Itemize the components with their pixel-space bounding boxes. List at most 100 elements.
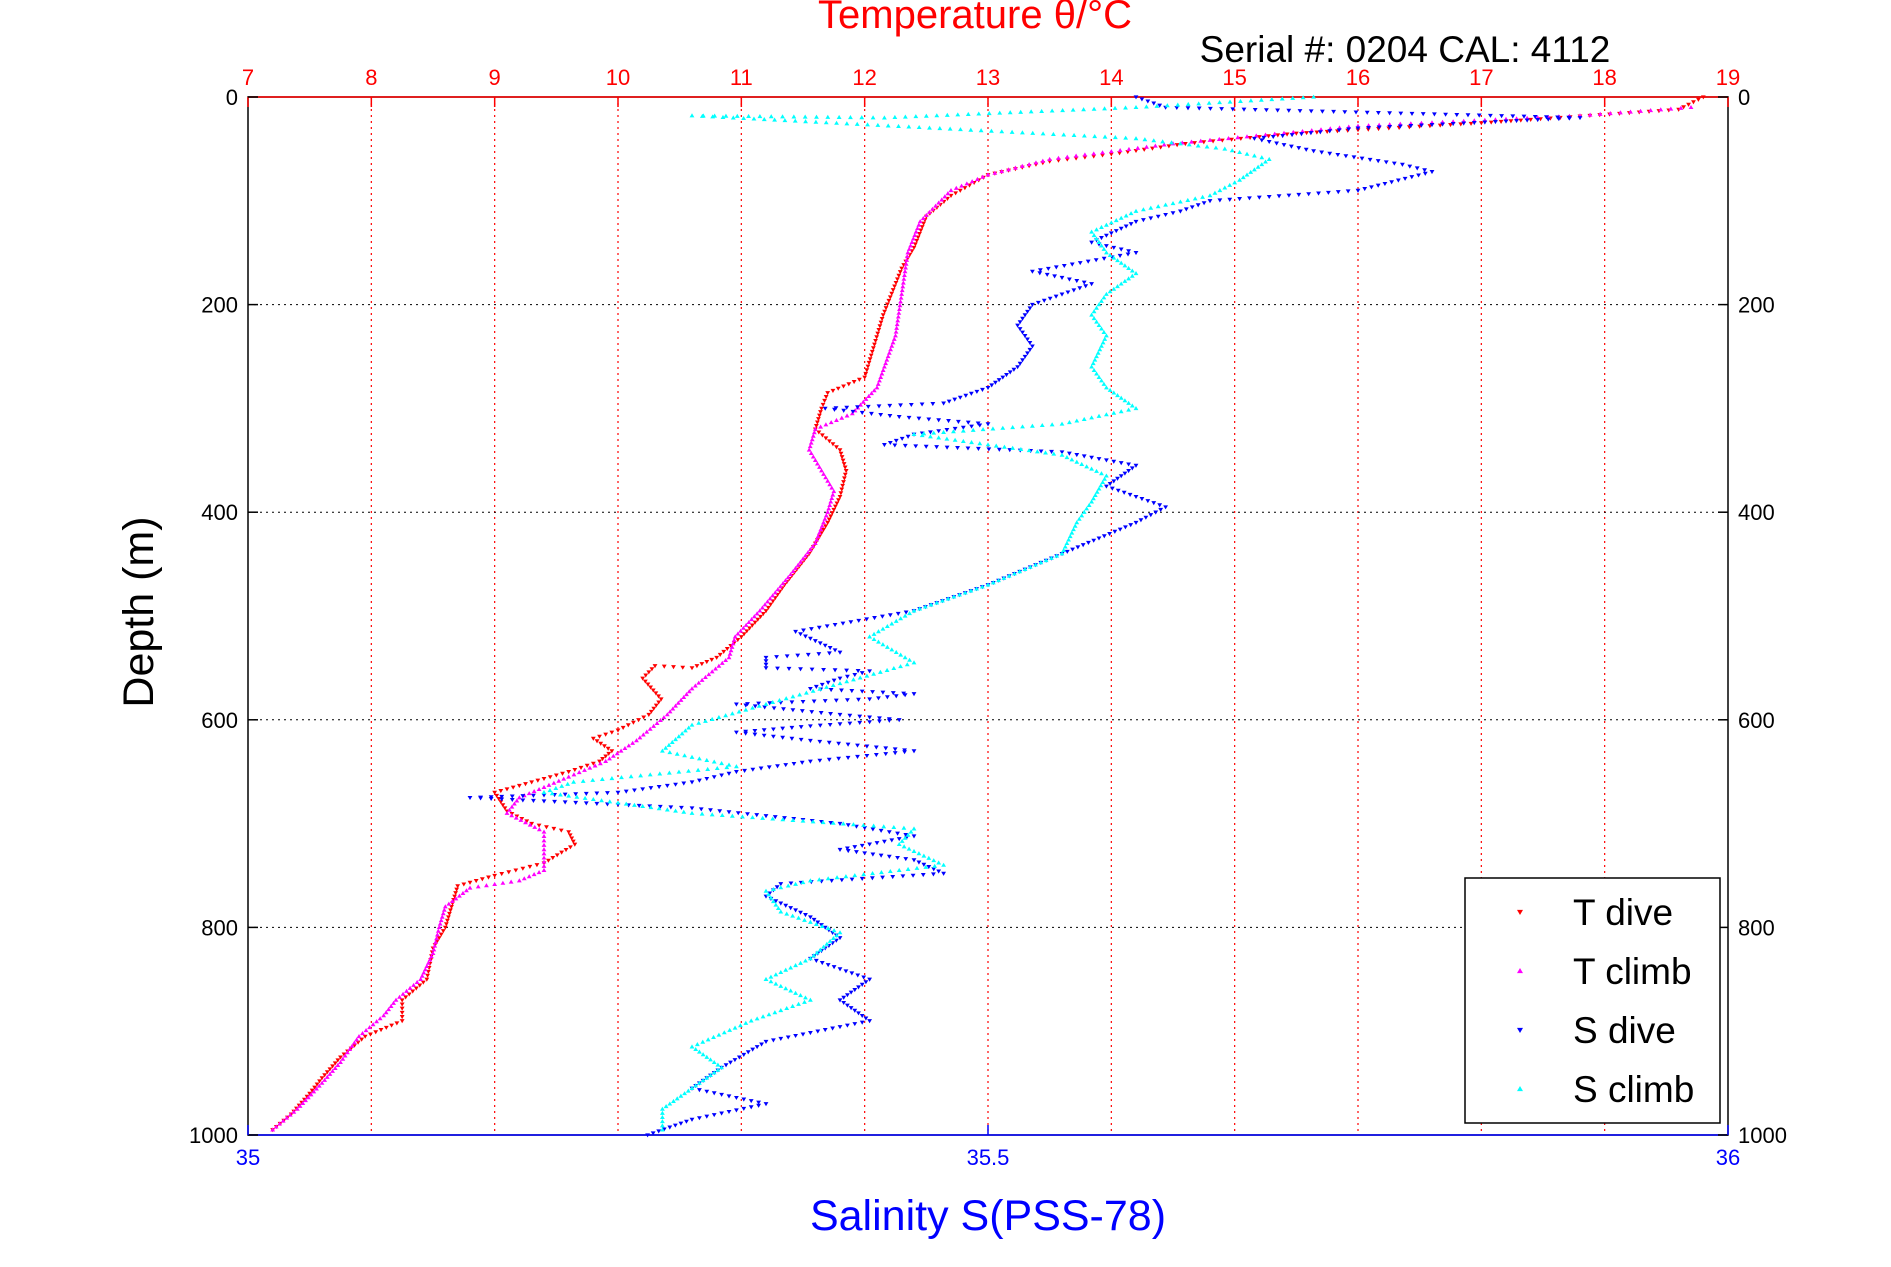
data-point xyxy=(895,611,901,616)
data-point xyxy=(1317,130,1323,135)
data-point xyxy=(270,1127,276,1132)
data-point xyxy=(758,766,764,771)
data-point xyxy=(752,729,758,734)
data-point xyxy=(1355,126,1361,131)
data-point xyxy=(1255,164,1261,169)
data-point xyxy=(1688,104,1694,110)
data-point xyxy=(467,880,473,885)
data-point xyxy=(1135,145,1141,150)
data-point xyxy=(1025,337,1030,342)
data-point xyxy=(908,829,914,834)
data-point xyxy=(1229,137,1234,142)
data-point xyxy=(1296,146,1302,151)
data-point xyxy=(363,1028,369,1033)
data-point xyxy=(877,378,882,383)
data-point xyxy=(1217,198,1223,203)
data-point xyxy=(986,447,992,452)
data-point xyxy=(1107,387,1113,392)
data-point xyxy=(889,621,895,626)
data-point xyxy=(799,709,805,714)
data-point xyxy=(899,266,905,271)
data-point xyxy=(1118,474,1124,479)
data-point xyxy=(332,1065,338,1070)
data-point xyxy=(1102,134,1108,139)
data-point xyxy=(864,744,870,749)
data-point xyxy=(504,787,510,792)
data-point xyxy=(740,625,746,630)
data-point xyxy=(1686,102,1691,107)
data-point xyxy=(748,1018,754,1023)
data-point xyxy=(1107,481,1113,487)
data-point xyxy=(512,801,517,806)
data-point xyxy=(871,631,877,636)
data-point xyxy=(832,407,837,412)
data-point xyxy=(1101,256,1107,261)
data-point xyxy=(820,820,826,825)
data-point xyxy=(793,963,798,968)
data-point xyxy=(822,516,828,521)
data-point xyxy=(860,399,866,404)
data-point xyxy=(773,981,779,986)
data-point xyxy=(750,815,755,820)
data-point xyxy=(632,802,637,807)
data-point xyxy=(432,943,438,948)
legend-item: T dive xyxy=(1517,892,1673,933)
data-point xyxy=(944,445,950,450)
data-point xyxy=(784,1005,790,1011)
data-point xyxy=(1022,354,1028,359)
data-point xyxy=(1100,340,1106,345)
data-point xyxy=(1244,172,1250,177)
data-point xyxy=(719,760,724,766)
data-point xyxy=(547,787,553,793)
data-point xyxy=(814,950,820,955)
data-point xyxy=(908,243,913,248)
data-point xyxy=(663,745,669,750)
data-point xyxy=(919,225,925,230)
data-point xyxy=(766,1012,772,1017)
data-point xyxy=(724,765,730,770)
data-point xyxy=(890,691,896,696)
data-point xyxy=(1099,326,1104,331)
data-point xyxy=(297,1103,303,1108)
data-point xyxy=(827,482,833,487)
data-point xyxy=(500,880,506,885)
data-point xyxy=(862,375,868,380)
data-point xyxy=(597,761,603,766)
data-point xyxy=(670,706,676,711)
data-point xyxy=(704,659,710,665)
data-point xyxy=(1309,128,1315,133)
data-point xyxy=(780,817,786,822)
data-point xyxy=(750,705,755,710)
data-point xyxy=(882,364,887,369)
data-point xyxy=(893,280,899,286)
data-point xyxy=(818,410,823,415)
data-point xyxy=(681,809,687,814)
data-point xyxy=(842,476,847,481)
data-point xyxy=(955,112,961,117)
data-point xyxy=(374,1019,380,1024)
data-point xyxy=(1151,138,1157,143)
data-point xyxy=(813,958,819,964)
data-point xyxy=(561,776,567,781)
data-point xyxy=(1369,185,1374,190)
data-point xyxy=(1125,150,1131,155)
data-point xyxy=(696,680,702,685)
data-point xyxy=(703,674,708,680)
data-point xyxy=(693,1083,699,1088)
data-point xyxy=(785,1035,791,1040)
data-point xyxy=(527,864,533,870)
data-point xyxy=(812,457,818,462)
data-point xyxy=(1183,207,1189,212)
data-point xyxy=(788,988,794,993)
data-point xyxy=(839,455,845,460)
data-point xyxy=(740,814,745,819)
data-point xyxy=(711,759,717,764)
data-point xyxy=(819,468,824,473)
data-point xyxy=(636,718,641,723)
data-point xyxy=(656,700,662,705)
data-point xyxy=(790,568,796,574)
data-point xyxy=(532,824,538,829)
data-point xyxy=(599,776,605,782)
data-point xyxy=(1081,107,1086,112)
temperature-tick-label: 7 xyxy=(242,65,254,90)
